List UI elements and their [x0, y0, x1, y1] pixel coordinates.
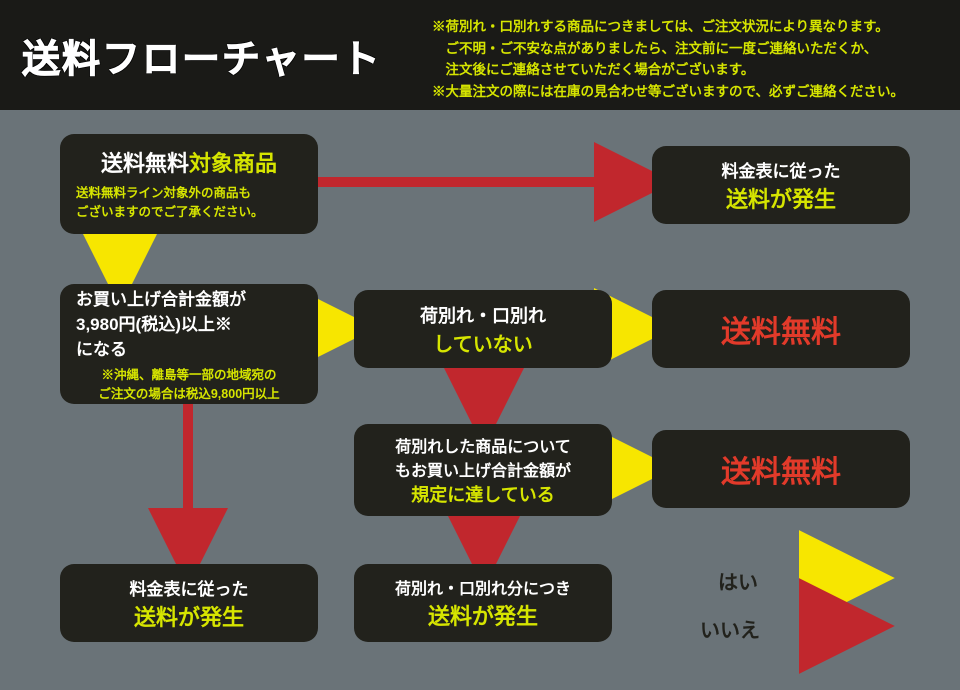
node-line: 料金表に従った [130, 575, 249, 600]
node-line: 送料が発生 [428, 599, 538, 631]
node-total-over-3980: お買い上げ合計金額が 3,980円(税込)以上※ になる ※沖縄、離島等一部の地… [60, 284, 318, 404]
node-split-shipping-fee: 荷別れ・口別れ分につき 送料が発生 [354, 564, 612, 642]
node-line: 3,980円(税込)以上※ [76, 310, 232, 335]
page-title: 送料フローチャート [22, 28, 382, 83]
node-line: 送料が発生 [134, 600, 244, 632]
node-line: になる [76, 335, 127, 360]
note-line: 注文後にご連絡させていただく場合がございます。 [432, 59, 948, 81]
node-line: 料金表に従った [722, 157, 841, 182]
title-part-white: 送料無料 [101, 151, 189, 176]
header: 送料フローチャート ※荷別れ・口別れする商品につきましては、ご注文状況により異な… [0, 0, 960, 110]
legend-yes: はい [718, 566, 758, 595]
legend-no-label: いいえ [700, 620, 760, 642]
node-split-meets-threshold: 荷別れした商品について もお買い上げ合計金額が 規定に達している [354, 424, 612, 516]
node-not-split: 荷別れ・口別れ していない [354, 290, 612, 368]
node-line: 規定に達している [411, 481, 554, 507]
note-line: ※荷別れ・口別れする商品につきましては、ご注文状況により異なります。 [432, 16, 948, 38]
node-shipping-fee-table-1: 料金表に従った 送料が発生 [652, 146, 910, 224]
node-line: もお買い上げ合計金額が [395, 457, 571, 481]
node-line: 荷別れした商品について [395, 433, 571, 457]
node-title: 送料無料対象商品 [101, 146, 277, 178]
legend-yes-label: はい [718, 572, 758, 594]
node-line: していない [433, 328, 532, 357]
note-line: ご不明・ご不安な点がありましたら、注文前に一度ご連絡いただくか、 [432, 38, 948, 60]
note-line: ※大量注文の際には在庫の見合わせ等ございますので、必ずご連絡ください。 [432, 81, 948, 103]
node-line: 送料が発生 [726, 182, 836, 214]
node-shipping-fee-table-2: 料金表に従った 送料が発生 [60, 564, 318, 642]
node-free-shipping-1: 送料無料 [652, 290, 910, 368]
node-line: お買い上げ合計金額が [76, 285, 246, 310]
node-free-shipping-eligible: 送料無料対象商品 送料無料ライン対象外の商品も ございますのでご了承ください。 [60, 134, 318, 234]
node-line: 荷別れ・口別れ [420, 302, 546, 328]
title-part-yellow: 対象商品 [189, 151, 277, 176]
node-line: 送料無料 [721, 307, 841, 351]
node-free-shipping-2: 送料無料 [652, 430, 910, 508]
node-sub: ※沖縄、離島等一部の地域宛の ご注文の場合は税込9,800円以上 [98, 366, 279, 404]
node-line: 荷別れ・口別れ分につき [395, 575, 571, 599]
node-line: 送料無料 [721, 447, 841, 491]
node-sub: 送料無料ライン対象外の商品も ございますのでご了承ください。 [76, 184, 264, 222]
legend-no: いいえ [700, 614, 760, 643]
header-notes: ※荷別れ・口別れする商品につきましては、ご注文状況により異なります。 ご不明・ご… [432, 16, 948, 102]
